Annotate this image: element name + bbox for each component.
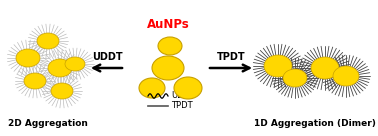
Ellipse shape (158, 37, 182, 55)
Ellipse shape (152, 56, 184, 80)
Ellipse shape (24, 73, 46, 89)
Text: 2D Aggregation: 2D Aggregation (8, 119, 88, 128)
Ellipse shape (16, 49, 40, 67)
Text: 1D Aggregation (Dimer): 1D Aggregation (Dimer) (254, 119, 376, 128)
Ellipse shape (174, 77, 202, 99)
Ellipse shape (333, 66, 359, 86)
Ellipse shape (37, 33, 59, 49)
Text: TPDT: TPDT (171, 101, 193, 110)
Ellipse shape (48, 59, 72, 77)
Text: UDDT: UDDT (92, 52, 122, 62)
Ellipse shape (264, 55, 292, 77)
Ellipse shape (283, 69, 307, 87)
Text: AuNPs: AuNPs (147, 18, 189, 31)
Text: TPDT: TPDT (217, 52, 245, 62)
Ellipse shape (51, 83, 73, 99)
Ellipse shape (65, 57, 85, 71)
Ellipse shape (311, 57, 339, 79)
Ellipse shape (139, 78, 165, 98)
Text: UDDT: UDDT (171, 92, 195, 101)
